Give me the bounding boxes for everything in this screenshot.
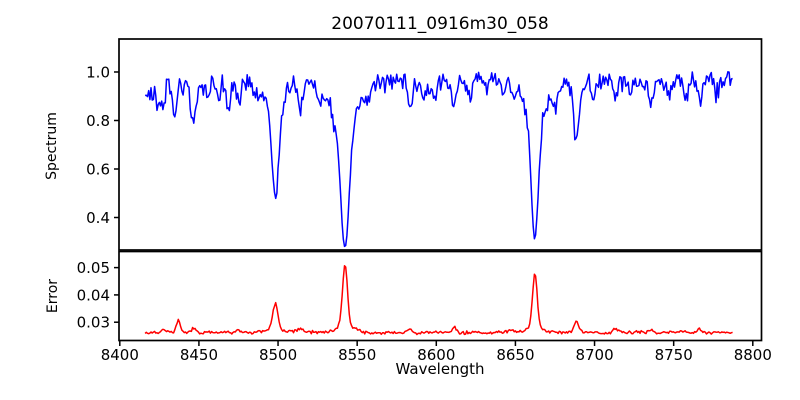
- error-y-tick-label: 0.03: [77, 314, 110, 332]
- error-y-tick-label: 0.04: [77, 286, 110, 304]
- chart-title: 20070111_0916m30_058: [331, 14, 548, 34]
- spectrum-y-tick-label: 0.8: [86, 112, 110, 130]
- x-tick-label: 8500: [259, 346, 297, 364]
- x-tick-label: 8800: [734, 346, 772, 364]
- error-panel-frame: [118, 250, 763, 342]
- x-tick-label: 8700: [575, 346, 613, 364]
- spectrum-panel-frame: [118, 38, 763, 251]
- x-tick-label: 8550: [338, 346, 376, 364]
- spectrum-y-tick-label: 1.0: [86, 63, 110, 81]
- x-tick-label: 8650: [496, 346, 534, 364]
- xaxis-label: Wavelength: [396, 360, 485, 378]
- plot-area: 0.4 0.6 0.8 1.0 0.03 0.04 0.05 8400 8450 8500 8550…: [77, 38, 772, 364]
- error-yaxis-label: Error: [45, 279, 61, 313]
- spectrum-yaxis-label: Spectrum: [44, 112, 60, 180]
- error-y-tick-label: 0.05: [77, 259, 110, 277]
- spectrum-y-tick-label: 0.4: [86, 209, 110, 227]
- x-tick-label: 8450: [180, 346, 218, 364]
- x-tick-label: 8750: [655, 346, 693, 364]
- spectrum-line: [144, 71, 733, 248]
- error-line: [144, 265, 733, 336]
- x-tick-label: 8600: [417, 346, 455, 364]
- spectrum-y-tick-label: 0.6: [86, 160, 110, 178]
- x-tick-label: 8400: [101, 346, 139, 364]
